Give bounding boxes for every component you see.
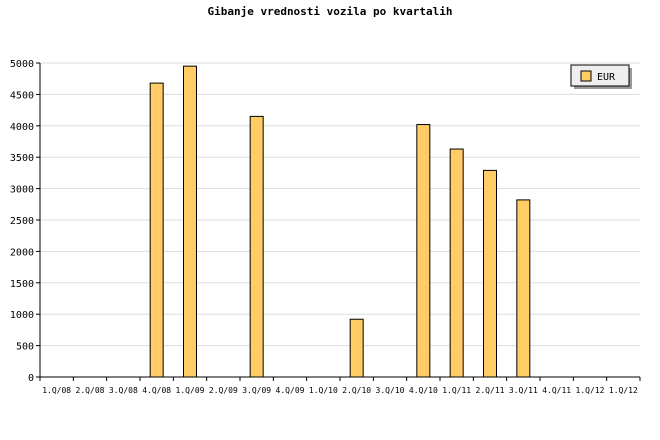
bar-1.Q/11: [449, 148, 464, 378]
x-tick-label: 1.Q/08: [42, 386, 71, 395]
x-tick-label: 1.Q/12: [576, 386, 605, 395]
y-tick-label: 1000: [10, 310, 34, 321]
x-tick-label: 3.Q/09: [242, 386, 271, 395]
bar-1.Q/09: [183, 65, 197, 378]
x-tick-label: 1.Q/11: [442, 386, 471, 395]
legend: EUR: [570, 64, 632, 89]
bars: [149, 65, 531, 378]
x-axis: 1.Q/08 2.Q/08 3.Q/08 4.Q/08 1.Q/09 2.Q/09 3.Q/…: [39, 376, 641, 395]
x-tick-label: 2.Q/10: [342, 386, 371, 395]
y-axis: 0 500 1000 1500 2000 2500 3000 3500 4000 4500 5000: [10, 59, 41, 384]
x-tick-label: 3.Q/08: [109, 386, 138, 395]
x-tick-label: 1.Q/09: [176, 386, 205, 395]
bar-3.Q/11: [516, 199, 531, 378]
y-tick-label: 500: [16, 342, 34, 353]
y-tick-label: 2000: [10, 247, 34, 258]
x-tick-label: 2.Q/08: [76, 386, 105, 395]
x-tick-label: 3.Q/11: [509, 386, 538, 395]
bar-4.Q/08: [149, 82, 164, 378]
x-tick-label: 4.Q/11: [542, 386, 571, 395]
x-tick-label: 1.Q/12: [609, 386, 638, 395]
legend-label: EUR: [597, 72, 616, 83]
legend-swatch: [580, 70, 592, 82]
grid: [40, 62, 640, 347]
chart-title: Gibanje vrednosti vozila po kvartalih: [207, 5, 452, 18]
x-tick-label: 2.Q/09: [209, 386, 238, 395]
x-tick-label: 4.Q/09: [276, 386, 305, 395]
x-tick-label: 4.Q/08: [142, 386, 171, 395]
y-tick-label: 4000: [10, 122, 34, 133]
y-tick-label: 1500: [10, 279, 34, 290]
y-tick-label: 4500: [10, 90, 34, 101]
x-tick-label: 1.Q/10: [309, 386, 338, 395]
bar-3.Q/09: [249, 115, 264, 378]
x-tick-label: 4.Q/10: [409, 386, 438, 395]
bar-2.Q/11: [483, 169, 497, 378]
y-tick-label: 3500: [10, 153, 34, 164]
bar-4.Q/10: [416, 124, 431, 378]
y-tick-label: 5000: [10, 59, 34, 70]
x-tick-label: 3.Q/10: [376, 386, 405, 395]
x-tick-label: 2.Q/11: [476, 386, 505, 395]
y-tick-label: 0: [28, 373, 34, 384]
y-tick-label: 3000: [10, 185, 34, 196]
bar-2.Q/10: [349, 318, 364, 378]
y-tick-label: 2500: [10, 216, 34, 227]
